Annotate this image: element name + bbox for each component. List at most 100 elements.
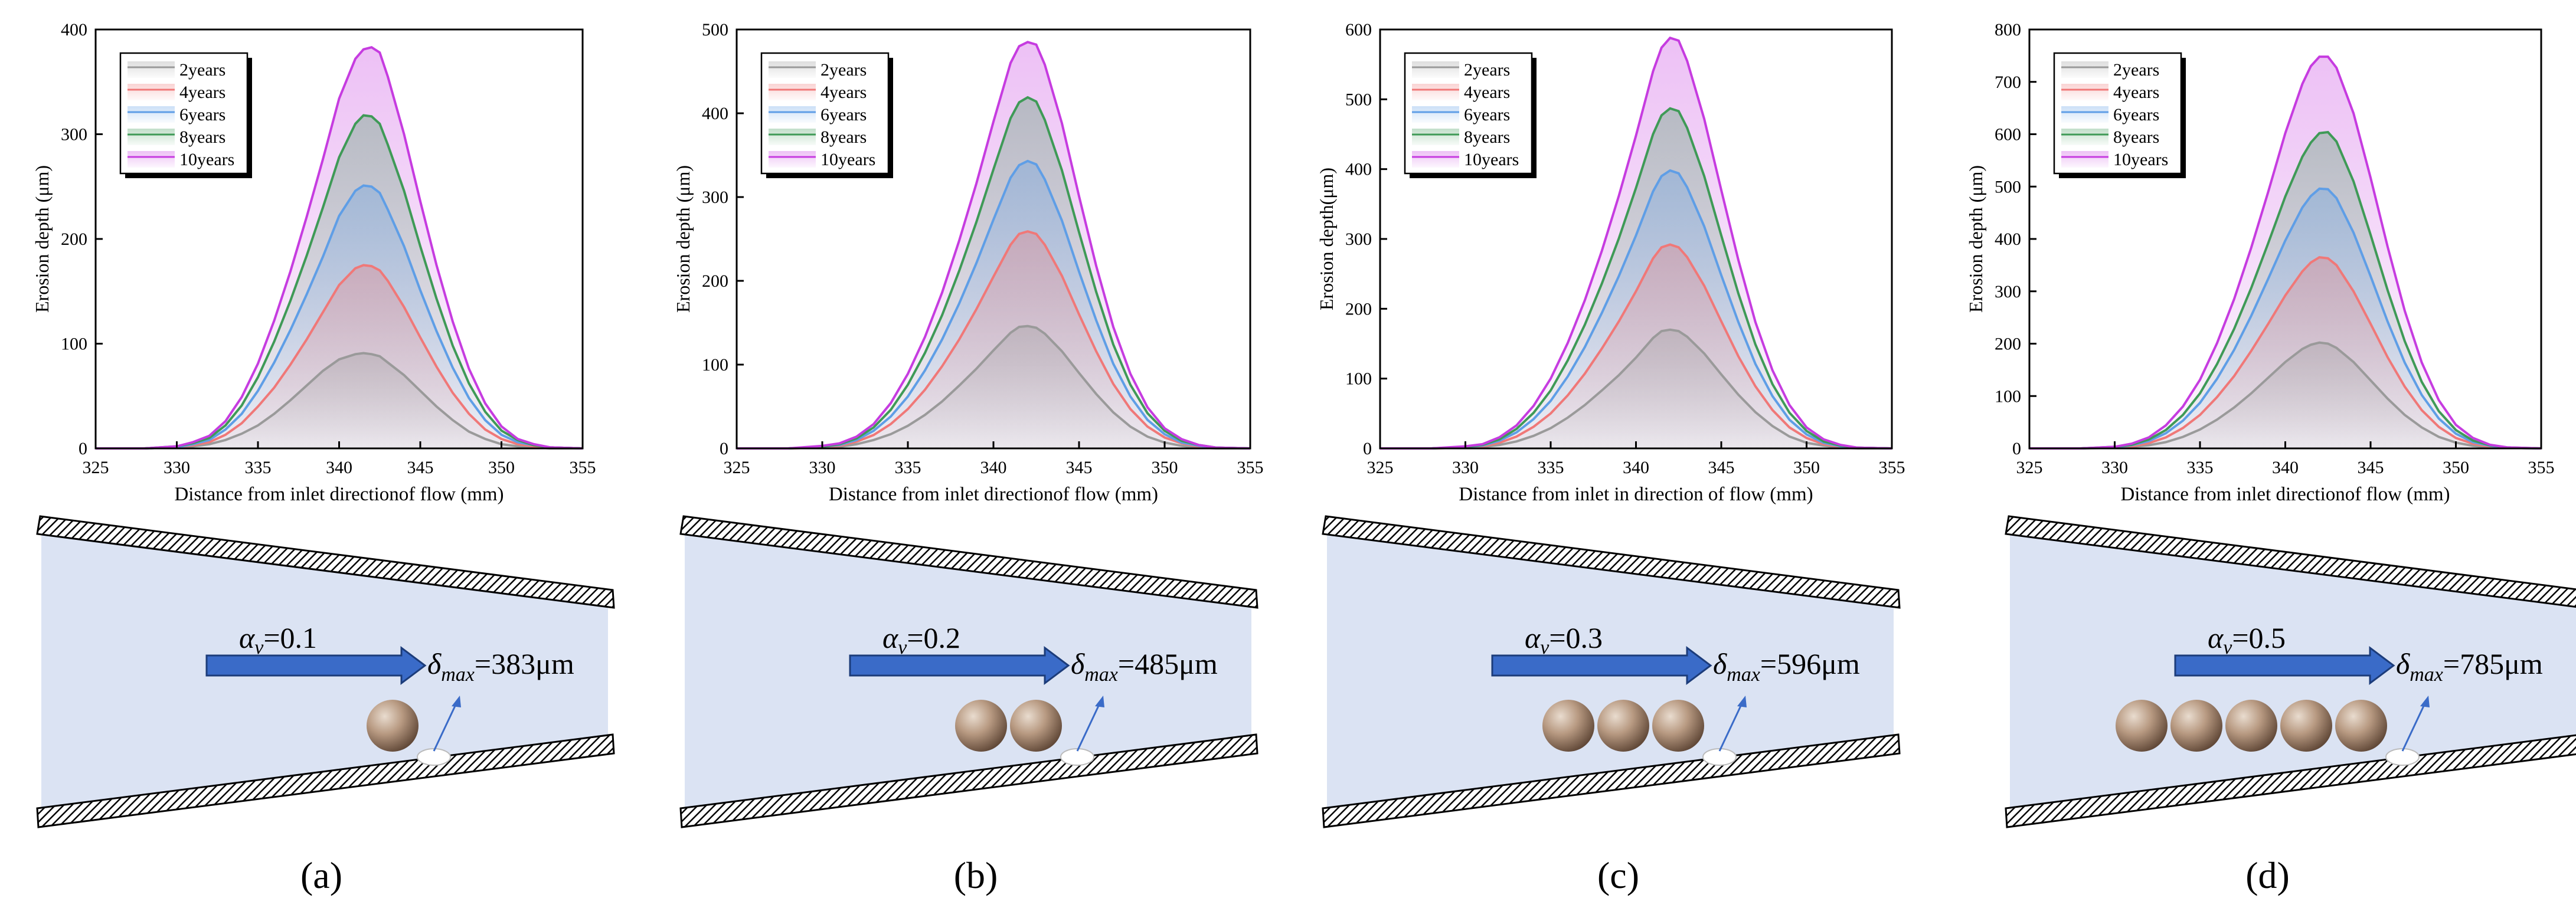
pit-pointer-head bbox=[1095, 696, 1104, 707]
chart-panel-b: 325 330 335 340 345 350 355 0 100 200 300 400 500 Dis… bbox=[672, 20, 1264, 896]
y-tick-label: 700 bbox=[1995, 73, 2021, 92]
series-line-8years bbox=[737, 96, 1251, 450]
particle bbox=[2170, 700, 2222, 752]
alpha-v-label: αv=0.2 bbox=[882, 621, 960, 658]
y-tick-label: 0 bbox=[2012, 439, 2021, 458]
particle bbox=[1542, 700, 1594, 752]
series-area-4years bbox=[737, 231, 1250, 448]
x-tick-label: 330 bbox=[809, 458, 836, 477]
y-tick-label: 200 bbox=[1995, 335, 2021, 354]
pipe-diagram: αv=0.3 δmax=596μm bbox=[1322, 515, 1901, 828]
delta-max-label: δmax=596μm bbox=[1713, 647, 1860, 686]
pit-pointer bbox=[1076, 700, 1102, 752]
x-tick-label: 330 bbox=[1452, 458, 1479, 477]
x-tick-label: 345 bbox=[407, 458, 434, 477]
series-area-4years bbox=[1380, 244, 1892, 448]
particle bbox=[1010, 700, 1062, 752]
series-line-4years bbox=[96, 264, 583, 450]
legend: 2years 4years 6years 8years 10years bbox=[119, 52, 252, 178]
alpha-value: =0.2 bbox=[907, 621, 960, 654]
pit-pointer-head bbox=[1737, 696, 1747, 707]
y-tick-label: 500 bbox=[1345, 90, 1372, 109]
x-tick-label: 325 bbox=[1367, 458, 1394, 477]
legend-swatch-8years bbox=[769, 129, 816, 145]
particle bbox=[1597, 700, 1649, 752]
pit-pointer bbox=[433, 700, 459, 752]
legend-swatch-8years bbox=[1412, 129, 1459, 145]
chart-panel-a: 325 330 335 340 345 350 355 0 100 200 300 400 Distan… bbox=[31, 20, 615, 896]
legend-swatch-6years bbox=[2061, 106, 2108, 123]
x-tick-label: 335 bbox=[1538, 458, 1564, 477]
x-tick-label: 350 bbox=[2443, 458, 2469, 477]
x-tick-label: 335 bbox=[895, 458, 921, 477]
x-tick-label: 345 bbox=[1066, 458, 1093, 477]
legend-swatch-4years bbox=[1412, 84, 1459, 100]
series-line-4years bbox=[1380, 243, 1892, 450]
series-line-8years bbox=[2029, 130, 2542, 450]
alpha-value: =0.3 bbox=[1549, 621, 1603, 654]
pipe-wall-top bbox=[2005, 515, 2576, 608]
y-tick-label: 500 bbox=[702, 20, 728, 40]
y-tick-label: 400 bbox=[1345, 160, 1372, 179]
legend: 2years 4years 6years 8years 10years bbox=[1404, 52, 1537, 178]
particle bbox=[1652, 700, 1704, 752]
alpha-v-label: αv=0.5 bbox=[2208, 621, 2286, 658]
x-tick-label: 355 bbox=[2528, 458, 2555, 477]
legend-label: 10years bbox=[2113, 150, 2168, 169]
series-line-6years bbox=[2029, 187, 2542, 450]
legend-label: 8years bbox=[179, 127, 225, 147]
series-area-2years bbox=[96, 353, 583, 448]
y-tick-label: 200 bbox=[1345, 299, 1372, 319]
x-tick-label: 350 bbox=[1793, 458, 1820, 477]
y-tick-label: 300 bbox=[1995, 282, 2021, 301]
legend-label: 4years bbox=[820, 83, 867, 102]
y-tick-label: 500 bbox=[1995, 177, 2021, 196]
legend-swatch-2years bbox=[1412, 61, 1459, 78]
pit-pointer bbox=[2401, 700, 2427, 752]
series-line-4years bbox=[2029, 256, 2542, 450]
x-tick-label: 325 bbox=[724, 458, 750, 477]
alpha-v-label: αv=0.1 bbox=[239, 621, 317, 658]
delta-max-value: =596μm bbox=[1760, 647, 1860, 680]
series-line-2years bbox=[2029, 341, 2542, 450]
legend-label: 6years bbox=[1464, 105, 1510, 124]
legend-swatch-4years bbox=[128, 84, 175, 100]
legend-label: 10years bbox=[179, 150, 234, 169]
legend-swatch-10years bbox=[769, 151, 816, 168]
series-line-6years bbox=[1380, 169, 1892, 450]
y-tick-label: 100 bbox=[702, 355, 728, 375]
series-line-6years bbox=[737, 159, 1251, 450]
particle bbox=[955, 700, 1007, 752]
particle bbox=[367, 700, 419, 752]
y-tick-label: 300 bbox=[1345, 230, 1372, 249]
legend-label: 2years bbox=[1464, 60, 1510, 80]
flow-arrow bbox=[205, 646, 427, 685]
legend-label: 10years bbox=[820, 150, 875, 169]
x-axis-label: Distance from inlet directionof flow (mm… bbox=[2120, 484, 2450, 505]
legend-label: 2years bbox=[2113, 60, 2159, 80]
series-line-6years bbox=[96, 184, 583, 450]
legend-swatch-8years bbox=[128, 129, 175, 145]
y-tick-label: 0 bbox=[1363, 439, 1372, 458]
legend-swatch-8years bbox=[2061, 129, 2108, 145]
y-tick-label: 200 bbox=[61, 230, 87, 249]
legend-swatch-2years bbox=[2061, 61, 2108, 78]
panel-label: (b) bbox=[954, 854, 998, 896]
legend-swatch-10years bbox=[1412, 151, 1459, 168]
legend-label: 8years bbox=[820, 127, 867, 147]
y-tick-label: 400 bbox=[1995, 230, 2021, 249]
series-line-10years bbox=[737, 41, 1251, 450]
y-axis-label: Erosion depth(μm) bbox=[1316, 168, 1337, 310]
pipe-diagram: αv=0.1 δmax=383μm bbox=[36, 515, 615, 828]
series-line-10years bbox=[1380, 36, 1892, 450]
x-tick-label: 355 bbox=[570, 458, 596, 477]
x-tick-label: 345 bbox=[2358, 458, 2384, 477]
x-tick-label: 350 bbox=[1152, 458, 1178, 477]
y-tick-label: 200 bbox=[702, 271, 728, 291]
legend-swatch-2years bbox=[769, 61, 816, 78]
alpha-value: =0.1 bbox=[263, 621, 317, 654]
y-axis-label: Erosion depth (μm) bbox=[1965, 165, 1986, 313]
x-tick-label: 335 bbox=[245, 458, 272, 477]
x-tick-label: 325 bbox=[2016, 458, 2043, 477]
y-tick-label: 800 bbox=[1995, 20, 2021, 40]
